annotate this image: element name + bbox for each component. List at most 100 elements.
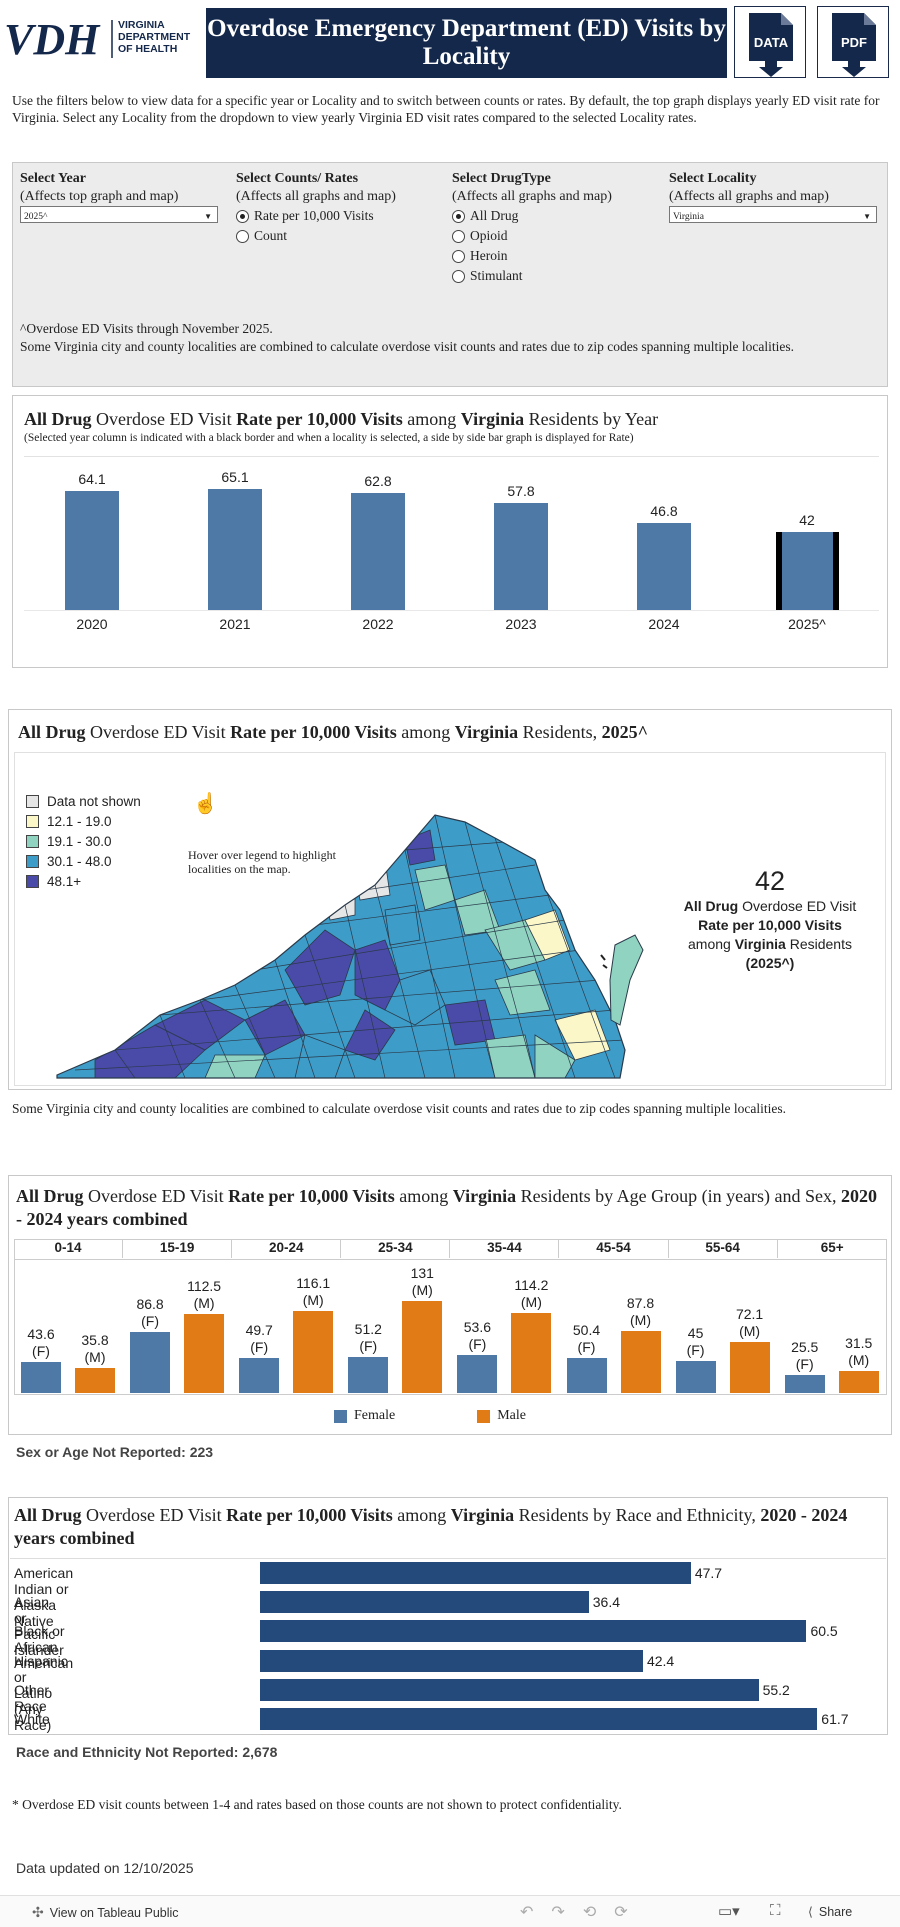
age-group-header: 20-24 [232,1240,342,1258]
year-bar[interactable] [637,523,691,610]
female-bar-value: 25.5 (F) [791,1339,819,1373]
pdf-download-icon: PDF [832,13,876,77]
locality-select[interactable]: Virginia ▼ [669,206,877,223]
race-category-label: Asian or Pacific Islander [14,1594,64,1659]
radio-heroin[interactable]: Heroin [452,246,612,266]
female-bar[interactable] [784,1375,825,1393]
drugtype-filter: Select DrugType (Affects all graphs and … [452,170,612,286]
data-button-label: DATA [754,35,789,50]
undo-icon[interactable]: ↶ [520,1904,552,1921]
race-not-reported: Race and Ethnicity Not Reported: 2,678 [16,1744,278,1760]
divider [10,1558,886,1559]
race-category-label: Other Race [14,1681,50,1714]
redo-icon[interactable]: ↷ [551,1904,583,1921]
legend-label: 48.1+ [47,873,82,889]
counts-rates-filter: Select Counts/ Rates (Affects all graphs… [236,170,396,246]
race-bar[interactable] [260,1620,807,1643]
female-bar[interactable] [348,1357,389,1393]
chevron-down-icon: ▼ [204,212,212,221]
radio-all-drug[interactable]: All Drug [452,206,612,226]
legend-item-12-19[interactable]: 12.1 - 19.0 [26,811,141,831]
tableau-logo-icon: ✣ [32,1904,44,1920]
chevron-down-icon: ▼ [863,212,871,221]
race-bar-value: 61.7 [821,1711,849,1727]
year-select[interactable]: 2025^ ▼ [20,206,218,223]
refresh-icon[interactable]: ⟳ [614,1904,646,1921]
female-bar[interactable] [457,1355,498,1393]
radio-heroin-label: Heroin [470,248,508,263]
race-bar[interactable] [260,1591,589,1614]
age-sex-plot-frame [14,1239,887,1395]
legend-swatch-male [477,1409,491,1423]
radio-rate-label: Rate per 10,000 Visits [254,208,374,223]
race-bar-value: 42.4 [646,1652,675,1669]
female-bar[interactable] [21,1362,61,1393]
male-bar[interactable] [838,1370,879,1393]
age-not-reported: Sex or Age Not Reported: 223 [16,1444,214,1460]
male-bar[interactable] [511,1312,552,1393]
age-legend: Female Male [334,1408,526,1424]
share-button[interactable]: ⟨ Share [808,1904,852,1920]
race-bar[interactable] [260,1678,759,1701]
female-bar[interactable] [566,1357,607,1393]
year-bar-value: 62.8 [364,473,392,490]
logo-line-3: OF HEALTH [118,43,178,55]
legend-swatch [26,834,39,848]
male-bar[interactable] [184,1313,225,1393]
radio-opioid[interactable]: Opioid [452,226,612,246]
radio-stimulant[interactable]: Stimulant [452,266,612,286]
age-sex-chart-title: All Drug Overdose ED Visit Rate per 10,0… [16,1186,878,1229]
female-bar-value: 50.4 (F) [572,1321,601,1355]
filter-panel [12,162,888,387]
age-group-header: 55-64 [669,1240,778,1258]
male-bar[interactable] [729,1342,770,1393]
map-title: All Drug Overdose ED Visit Rate per 10,0… [18,722,649,742]
locality-heading: Select Locality [669,171,757,186]
year-bar[interactable] [351,493,405,610]
female-bar[interactable] [130,1332,171,1393]
filter-notes: ^Overdose ED Visits through November 202… [20,320,860,356]
male-bar[interactable] [75,1367,115,1393]
counts-rates-heading: Select Counts/ Rates [236,171,359,186]
fullscreen-icon[interactable]: ⛶ [770,1902,781,1919]
revert-icon[interactable]: ⟲ [582,1904,615,1921]
legend-item-48-plus[interactable]: 48.1+ [26,871,141,891]
male-bar-value: 31.5 (M) [845,1334,873,1368]
vdh-logo-letters: VDH [4,15,101,64]
male-bar[interactable] [402,1301,443,1393]
age-group-header: 0-14 [14,1240,124,1258]
legend-label: Data not shown [47,793,141,809]
male-bar-value: 131 (M) [410,1265,434,1298]
footer-toolbar: ↶↷⟲⟳ [520,1902,646,1922]
legend-item-19-30[interactable]: 19.1 - 30.0 [26,831,141,851]
radio-count[interactable]: Count [236,226,396,246]
legend-item-not-shown[interactable]: Data not shown [26,791,141,811]
legend-item-30-48[interactable]: 30.1 - 48.0 [26,851,141,871]
view-on-tableau-link[interactable]: ✣ View on Tableau Public [32,1904,179,1921]
radio-rate[interactable]: Rate per 10,000 Visits [236,206,396,226]
male-bar[interactable] [620,1331,661,1393]
radio-all-drug-label: All Drug [470,208,519,223]
logo-line-1: VIRGINIA [118,19,165,31]
year-bar[interactable] [494,502,548,610]
race-bar[interactable] [260,1708,818,1730]
race-bar-value: 60.5 [810,1623,838,1640]
virginia-choropleth-map[interactable] [55,810,655,1085]
pdf-download-button[interactable]: PDF [817,6,889,78]
legend-female: Female [354,1408,396,1423]
race-bar[interactable] [260,1562,691,1584]
data-download-icon: DATA [749,13,793,77]
year-bar[interactable] [776,532,839,610]
female-bar[interactable] [675,1361,716,1393]
female-bar[interactable] [239,1358,280,1393]
radio-stimulant-label: Stimulant [470,268,523,283]
year-bar[interactable] [208,489,262,610]
data-download-button[interactable]: DATA [734,6,806,78]
race-bar-value: 36.4 [592,1594,621,1611]
age-group-header: 45-54 [560,1240,669,1258]
year-bar[interactable] [65,490,119,610]
device-layout-icon[interactable]: ▭▾ [718,1903,740,1920]
male-bar[interactable] [293,1311,334,1393]
race-bar[interactable] [260,1649,643,1672]
year-bar-value: 65.1 [221,469,249,486]
